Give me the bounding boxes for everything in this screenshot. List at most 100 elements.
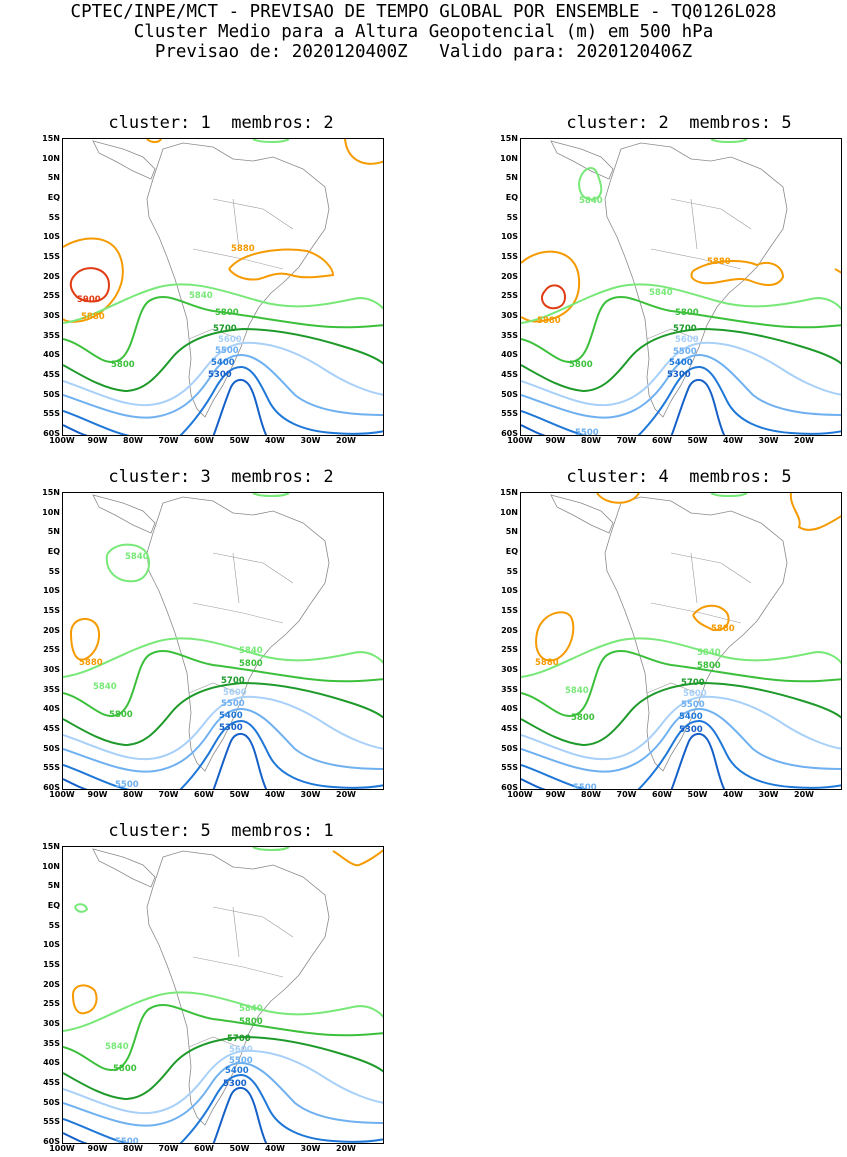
lon-tick-label: 40W bbox=[265, 790, 285, 799]
lat-tick-label: 45S bbox=[501, 724, 518, 734]
contour-5840 bbox=[63, 637, 383, 678]
lon-tick-label: 20W bbox=[336, 1144, 356, 1153]
lon-tick-label: 70W bbox=[616, 436, 637, 445]
contour-5300 bbox=[521, 379, 726, 435]
lat-tick-label: 15N bbox=[500, 488, 518, 497]
central-america-outline bbox=[92, 494, 156, 534]
lat-tick-label: 15S bbox=[43, 960, 60, 969]
lat-tick-label: 35S bbox=[501, 684, 518, 694]
country-border bbox=[650, 248, 742, 270]
contour-5600 bbox=[63, 341, 383, 407]
contour-5300 bbox=[521, 733, 726, 789]
contour-5840 bbox=[105, 543, 151, 583]
contour-label-5800: 5800 bbox=[113, 1064, 137, 1074]
contour-label-5400: 5400 bbox=[219, 711, 243, 721]
contour-5840 bbox=[63, 283, 383, 324]
lat-tick-label: 20S bbox=[501, 271, 518, 281]
lon-tick-label: 60W bbox=[194, 790, 214, 799]
contour-label-5400: 5400 bbox=[669, 358, 693, 368]
lat-tick-label: EQ bbox=[505, 547, 518, 556]
country-border bbox=[646, 328, 698, 340]
country-border bbox=[232, 906, 240, 958]
contour-label-5300: 5300 bbox=[667, 370, 691, 380]
contour-label-5300: 5300 bbox=[223, 1079, 247, 1089]
contour-label-5840: 5840 bbox=[649, 288, 673, 298]
contour-label-5880: 5880 bbox=[707, 257, 731, 267]
contour-label-5800: 5800 bbox=[697, 661, 721, 671]
contour-5400 bbox=[521, 365, 841, 435]
lat-tick-label: 10N bbox=[42, 861, 60, 871]
lat-tick-label: 50S bbox=[43, 389, 60, 399]
contour-5900 bbox=[69, 267, 111, 303]
contour-label-5840: 5840 bbox=[189, 291, 213, 301]
lat-tick-label: 50S bbox=[43, 1097, 60, 1107]
contour-5700 bbox=[521, 681, 841, 747]
contour-label-5800: 5800 bbox=[109, 710, 133, 720]
country-border bbox=[670, 552, 752, 584]
contour-label-5700: 5700 bbox=[681, 678, 705, 688]
contour-5840 bbox=[710, 139, 748, 143]
contour-label-5600: 5600 bbox=[229, 1045, 253, 1055]
contour-label-5700: 5700 bbox=[213, 324, 237, 334]
contour-label-5700: 5700 bbox=[221, 676, 245, 686]
lat-tick-label: 30S bbox=[501, 665, 518, 674]
lat-tick-label: 60S bbox=[43, 783, 60, 793]
contour-label-5840: 5840 bbox=[565, 686, 589, 696]
contour-label-5840: 5840 bbox=[125, 552, 149, 562]
map-svg-2: 5840588058805840580058005700560055005400… bbox=[521, 139, 841, 435]
contour-label-5800: 5800 bbox=[239, 659, 263, 669]
lat-tick-label: 40S bbox=[43, 350, 60, 360]
lat-tick-label: 30S bbox=[43, 311, 60, 320]
contour-label-5500: 5500 bbox=[115, 780, 139, 790]
lat-tick-label: 10N bbox=[42, 153, 60, 163]
country-border bbox=[192, 602, 284, 624]
contour-label-5880: 5880 bbox=[79, 658, 103, 668]
contour-5300 bbox=[63, 1087, 268, 1143]
country-border bbox=[192, 956, 284, 978]
lat-tick-label: 20S bbox=[43, 625, 60, 635]
lon-tick-label: 20W bbox=[336, 790, 356, 799]
contour-5300 bbox=[63, 379, 268, 435]
lat-tick-label: 40S bbox=[501, 704, 518, 714]
contour-5880 bbox=[72, 984, 98, 1015]
contour-5700 bbox=[521, 327, 841, 393]
contour-5400 bbox=[63, 365, 383, 435]
contour-5700 bbox=[63, 1035, 383, 1101]
contour-label-5500: 5500 bbox=[673, 347, 697, 357]
lat-tick-label: 25S bbox=[501, 645, 518, 655]
lat-tick-label: 25S bbox=[501, 291, 518, 301]
lon-tick-label: 60W bbox=[652, 436, 672, 445]
lat-tick-label: 15N bbox=[42, 134, 60, 143]
south-america-outline bbox=[604, 142, 788, 418]
country-border bbox=[670, 198, 752, 230]
contour-label-5500: 5500 bbox=[573, 783, 597, 790]
cluster-map-3: 5840 5880 5840 5840 5800 5800 5700 5600 5500 5400… bbox=[62, 492, 384, 790]
contour-5880 bbox=[146, 139, 162, 143]
central-america-outline bbox=[550, 494, 614, 534]
contour-5880 bbox=[535, 611, 575, 662]
lon-tick-label: 80W bbox=[123, 436, 143, 445]
lat-tick-label: 35S bbox=[43, 1038, 60, 1048]
lon-tick-label: 40W bbox=[265, 436, 285, 445]
lat-tick-label: 10S bbox=[43, 586, 60, 596]
lon-tick-label: 100W bbox=[507, 790, 533, 799]
lat-tick-label: 30S bbox=[501, 311, 518, 320]
lat-tick-label: 40S bbox=[43, 704, 60, 714]
lat-tick-label: 15N bbox=[42, 488, 60, 497]
contour-label-5880: 5880 bbox=[537, 316, 561, 326]
panel-title-5: cluster: 5 membros: 1 bbox=[108, 821, 334, 841]
lat-tick-label: 20S bbox=[43, 979, 60, 989]
lat-tick-label: 5S bbox=[506, 212, 518, 222]
contour-label-5840: 5840 bbox=[697, 648, 721, 658]
contour-label-5840: 5840 bbox=[579, 196, 603, 206]
lon-tick-label: 90W bbox=[545, 790, 566, 799]
lat-tick-label: 30S bbox=[43, 665, 60, 674]
lat-tick-label: 55S bbox=[43, 409, 60, 419]
contour-5800 bbox=[521, 295, 841, 364]
central-america-outline bbox=[550, 140, 614, 180]
contour-label-5600: 5600 bbox=[218, 335, 242, 345]
lon-tick-label: 50W bbox=[687, 790, 708, 799]
lat-tick-label: 55S bbox=[501, 409, 518, 419]
lat-tick-label: 15S bbox=[501, 606, 518, 615]
lat-tick-label: 5S bbox=[506, 566, 518, 576]
